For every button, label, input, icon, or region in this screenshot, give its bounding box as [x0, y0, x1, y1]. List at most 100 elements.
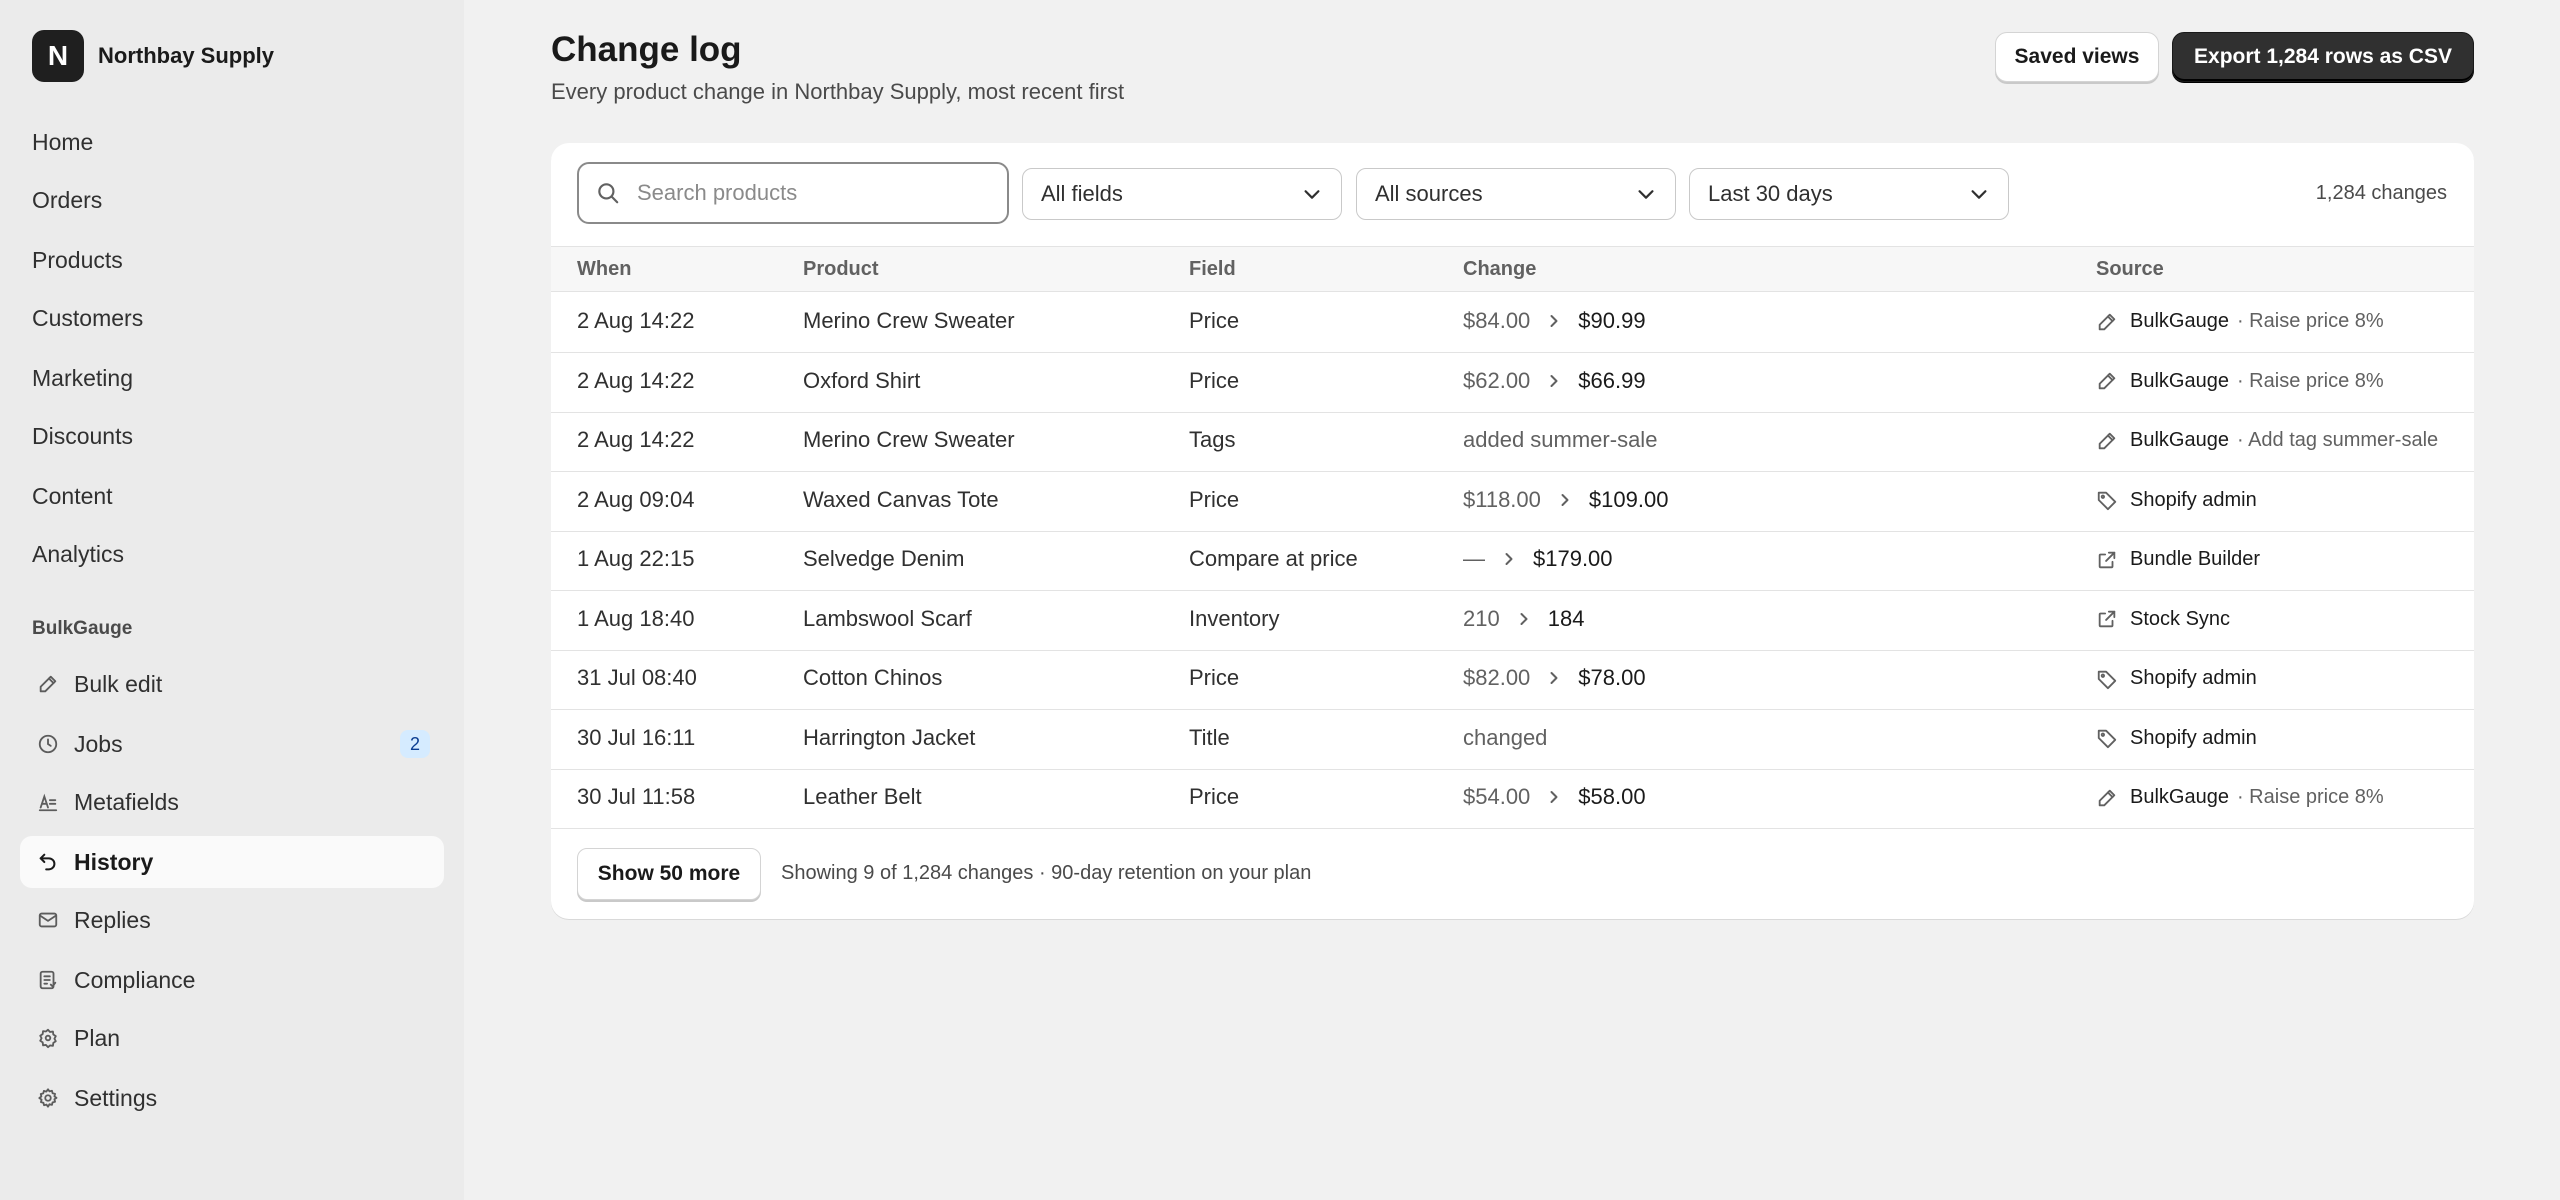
table-row[interactable]: 1 Aug 22:15 Selvedge Denim Compare at pric…	[551, 531, 2474, 591]
source-note: · Raise price 8%	[2236, 369, 2384, 392]
nav-label: Marketing	[32, 364, 133, 391]
nav-label: Compliance	[74, 966, 196, 993]
nav-item-jobs[interactable]: Jobs 2	[20, 718, 444, 770]
field-filter-select[interactable]: All fields	[1022, 168, 1342, 220]
cell-when: 2 Aug 14:22	[577, 308, 695, 333]
table-row[interactable]: 2 Aug 09:04 Waxed Canvas Tote Price $118.00…	[551, 472, 2474, 532]
chevron-down-icon	[1638, 190, 1654, 199]
cell-source: BulkGauge · Raise price 8%	[2096, 310, 2384, 333]
nav-item-compliance[interactable]: Compliance	[20, 954, 444, 1006]
cell-when: 1 Aug 18:40	[577, 605, 695, 631]
undo-icon	[36, 850, 60, 874]
pencil-icon	[2096, 787, 2118, 809]
chevron-down-icon	[1971, 190, 1987, 199]
show-more-button[interactable]: Show 50 more	[577, 848, 761, 900]
old-value: —	[1463, 546, 1485, 571]
change-count: 1,284 changes	[2315, 182, 2447, 204]
cell-product[interactable]: Selvedge Denim	[803, 546, 965, 571]
retention-note: Showing 9 of 1,284 changes · 90-day rete…	[781, 862, 1312, 884]
cell-change: — $179.00	[1463, 546, 1613, 572]
column-header-product[interactable]: Product	[803, 258, 879, 280]
table-row[interactable]: 31 Jul 08:40 Cotton Chinos Price $82.00 $78.…	[551, 650, 2474, 710]
nav-item-products[interactable]: Products	[20, 234, 444, 286]
cell-field: Price	[1189, 665, 1240, 690]
cell-product[interactable]: Waxed Canvas Tote	[803, 486, 999, 512]
cell-change: changed	[1463, 725, 1547, 751]
cell-product[interactable]: Harrington Jacket	[803, 724, 976, 750]
nav-item-marketing[interactable]: Marketing	[20, 352, 444, 404]
cell-field: Compare at price	[1189, 546, 1358, 571]
select-value: All fields	[1041, 181, 1123, 206]
column-header-source[interactable]: Source	[2096, 258, 2164, 280]
table-row[interactable]: 30 Jul 16:11 Harrington Jacket Title change…	[551, 710, 2474, 770]
cell-when: 2 Aug 09:04	[577, 486, 695, 512]
cell-change: $118.00 $109.00	[1463, 487, 1668, 513]
cell-when: 31 Jul 08:40	[577, 665, 697, 690]
nav-label: Products	[32, 246, 123, 273]
change-log-card: All fields All sources Last 30 days 1,28…	[551, 143, 2474, 919]
saved-views-button[interactable]: Saved views	[1995, 32, 2159, 82]
cell-when: 2 Aug 14:22	[577, 427, 695, 452]
cell-product[interactable]: Merino Crew Sweater	[803, 308, 1015, 333]
chevron-right-icon	[1550, 791, 1558, 803]
nav-item-bulk-edit[interactable]: Bulk edit	[20, 658, 444, 710]
source-note: · Add tag summer-sale	[2236, 429, 2439, 451]
table-row[interactable]: 2 Aug 14:22 Merino Crew Sweater Price $84.0…	[551, 293, 2474, 353]
cell-product[interactable]: Cotton Chinos	[803, 665, 943, 690]
cell-field: Price	[1189, 367, 1240, 393]
nav-item-content[interactable]: Content	[20, 470, 444, 522]
nav-item-replies[interactable]: Replies	[20, 894, 444, 946]
cell-product[interactable]: Lambswool Scarf	[803, 605, 972, 631]
cell-when: 30 Jul 16:11	[577, 724, 696, 750]
nav-item-metafields[interactable]: Metafields	[20, 776, 444, 828]
nav-label: Home	[32, 128, 94, 155]
old-value: $82.00	[1463, 665, 1531, 690]
new-value: $58.00	[1578, 784, 1646, 809]
source-filter-select[interactable]: All sources	[1356, 168, 1676, 220]
old-value: $118.00	[1463, 486, 1541, 512]
nav-item-orders[interactable]: Orders	[20, 174, 444, 226]
cell-field: Title	[1189, 724, 1230, 750]
cell-source: Shopify admin	[2096, 489, 2257, 512]
tag-icon	[2096, 668, 2118, 690]
cell-product[interactable]: Merino Crew Sweater	[803, 427, 1015, 452]
nav-label: Content	[32, 482, 113, 509]
column-header-change[interactable]: Change	[1463, 258, 1537, 280]
cell-change: $62.00 $66.99	[1463, 368, 1646, 394]
nav-item-analytics[interactable]: Analytics	[20, 528, 444, 580]
export-csv-button[interactable]: Export 1,284 rows as CSV	[2172, 32, 2474, 82]
cell-product[interactable]: Leather Belt	[803, 784, 922, 809]
table-row[interactable]: 2 Aug 14:22 Merino Crew Sweater Tags added …	[551, 412, 2474, 472]
source-name: BulkGauge	[2130, 786, 2229, 808]
nav-label: Plan	[74, 1024, 121, 1051]
column-header-field[interactable]: Field	[1189, 258, 1236, 280]
cell-product[interactable]: Oxford Shirt	[803, 367, 921, 393]
cell-change: $82.00 $78.00	[1463, 665, 1646, 691]
nav-item-discounts[interactable]: Discounts	[20, 410, 444, 462]
chevron-right-icon	[1550, 374, 1558, 387]
sidebar: N Northbay Supply Home Orders Products C…	[0, 0, 464, 1200]
jobs-count-badge: 2	[400, 730, 430, 758]
search-box[interactable]	[577, 162, 1009, 224]
source-name: Stock Sync	[2130, 607, 2231, 630]
search-input[interactable]	[637, 180, 977, 206]
column-header-when[interactable]: When	[577, 258, 632, 280]
nav-item-history[interactable]: History	[20, 836, 444, 888]
new-value: $78.00	[1578, 665, 1646, 690]
nav-item-plan[interactable]: Plan	[20, 1012, 444, 1064]
mail-icon	[36, 908, 60, 932]
nav-item-home[interactable]: Home	[20, 116, 444, 168]
cell-source: Stock Sync	[2096, 608, 2230, 631]
date-range-select[interactable]: Last 30 days	[1689, 168, 2009, 220]
gear-icon	[36, 1086, 60, 1110]
nav-label: Bulk edit	[74, 670, 163, 697]
cell-field: Price	[1189, 308, 1240, 333]
table-row[interactable]: 1 Aug 18:40 Lambswool Scarf Inventory 210 18…	[551, 591, 2474, 651]
nav-item-settings[interactable]: Settings	[20, 1072, 444, 1124]
store-switcher[interactable]: N Northbay Supply	[32, 30, 274, 82]
cell-change: added summer-sale	[1463, 427, 1657, 453]
chevron-right-icon	[1550, 672, 1558, 684]
table-row[interactable]: 2 Aug 14:22 Oxford Shirt Price $62.00 $66.99…	[551, 353, 2474, 413]
nav-item-customers[interactable]: Customers	[20, 292, 444, 344]
table-row[interactable]: 30 Jul 11:58 Leather Belt Price $54.00 $58.0…	[551, 769, 2474, 829]
